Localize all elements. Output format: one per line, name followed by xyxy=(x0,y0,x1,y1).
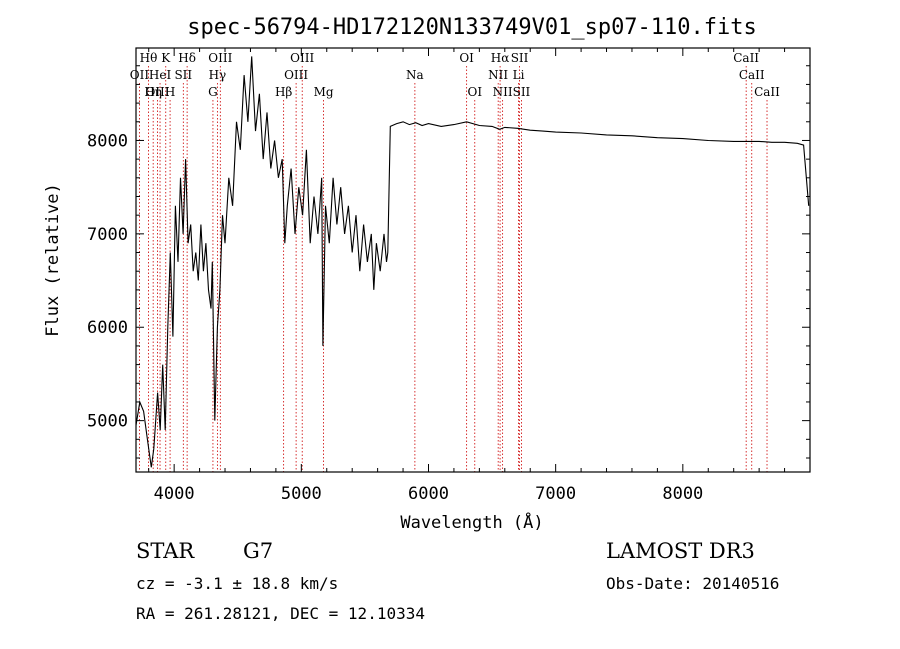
spectral-line-label: OIII xyxy=(145,85,169,99)
spectral-line-label: Mg xyxy=(314,85,334,99)
spectral-line-label: SII xyxy=(511,51,529,65)
coordinates: RA = 261.28121, DEC = 12.10334 xyxy=(136,604,425,623)
spectral-line-label: Hα xyxy=(491,51,510,65)
x-tick-label: 8000 xyxy=(662,484,703,504)
x-tick-label: 5000 xyxy=(281,484,322,504)
chart-title: spec-56794-HD172120N133749V01_sp07-110.f… xyxy=(187,15,757,40)
spectral-line-label: OIII xyxy=(290,51,314,65)
spectral-line-label: Li xyxy=(513,68,525,82)
spectral-line-label: CaII xyxy=(733,51,759,65)
spectral-line-label: Hη xyxy=(144,85,162,99)
object-subclass: G7 xyxy=(243,539,273,563)
spectral-line-label: NII xyxy=(488,68,508,82)
spectral-line-label: K xyxy=(161,51,171,65)
spectrum-line xyxy=(135,56,810,468)
redshift-velocity: cz = -3.1 ± 18.8 km/s xyxy=(136,574,338,593)
spectral-line-label: OI xyxy=(459,51,474,65)
spectral-line-label: OI xyxy=(467,85,482,99)
spectral-line-label: OIII xyxy=(284,68,308,82)
plot-frame xyxy=(135,47,811,473)
spectral-line-label: Hβ xyxy=(275,85,292,99)
y-tick-label: 6000 xyxy=(87,318,128,338)
spectral-line-label: HeI xyxy=(149,68,172,82)
spectral-line-label: OIII xyxy=(208,51,232,65)
spectral-line-label: G xyxy=(208,85,218,99)
spectral-line-label: H xyxy=(165,85,175,99)
x-tick-label: 4000 xyxy=(154,484,195,504)
spectral-line-label: Hθ xyxy=(140,51,158,65)
spectral-line-label: SII xyxy=(513,85,531,99)
y-tick-label: 7000 xyxy=(87,225,128,245)
y-tick-label: 8000 xyxy=(87,131,128,151)
spectral-line-label: CaII xyxy=(754,85,780,99)
x-axis-label: Wavelength (Å) xyxy=(400,511,543,533)
spectral-line-label: Na xyxy=(406,68,424,82)
spectral-line-label: CaII xyxy=(739,68,765,82)
x-axis-ticks: 4000 5000 6000 7000 8000 xyxy=(148,48,786,504)
spectral-line-label: Hδ xyxy=(178,51,196,65)
y-axis-label: Flux (relative) xyxy=(43,183,63,337)
spectral-line-label: NII xyxy=(493,85,513,99)
spectral-line-label: Hγ xyxy=(209,68,227,82)
object-type: STAR xyxy=(136,539,195,563)
spectral-line-markers xyxy=(139,66,768,472)
y-axis-ticks: 5000 6000 7000 8000 xyxy=(87,65,810,459)
spectral-line-label: SII xyxy=(174,68,192,82)
x-tick-label: 7000 xyxy=(535,484,576,504)
spectral-line-label: OII xyxy=(130,68,150,82)
y-tick-label: 5000 xyxy=(87,412,128,432)
x-tick-label: 6000 xyxy=(408,484,449,504)
observation-date: Obs-Date: 20140516 xyxy=(606,574,779,593)
survey-name: LAMOST DR3 xyxy=(606,539,755,563)
